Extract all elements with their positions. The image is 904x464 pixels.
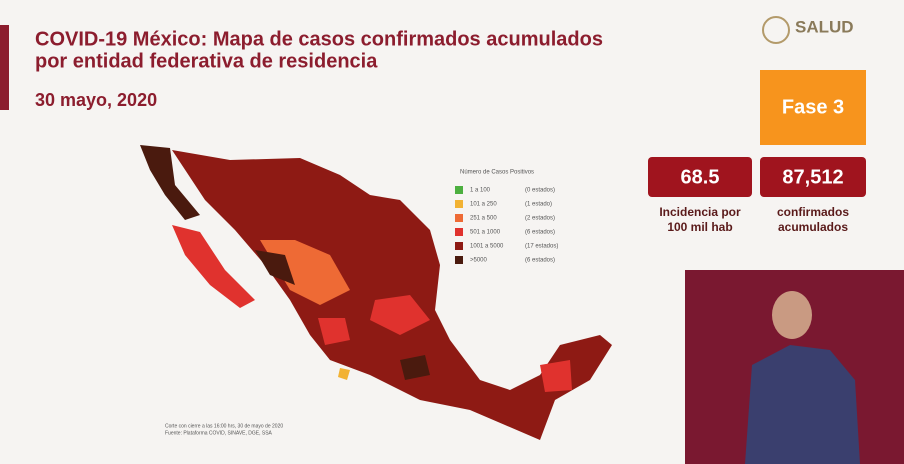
logo-emblem — [762, 16, 790, 44]
legend-states: (1 estado) — [525, 202, 552, 208]
accent-bar — [0, 25, 9, 110]
legend-states: (6 estados) — [525, 258, 555, 264]
legend-states: (0 estados) — [525, 188, 555, 194]
country — [172, 150, 612, 440]
stat-label: acumulados — [778, 220, 848, 234]
legend-range: 1 a 100 — [470, 188, 491, 194]
legend-states: (2 estados) — [525, 216, 555, 222]
source: Corte con cierre a las 16:00 hrs, 30 de … — [165, 423, 283, 429]
legend-range: >5000 — [470, 258, 488, 264]
stat-label: Incidencia por — [659, 205, 741, 219]
legend-range: 251 a 500 — [470, 216, 497, 222]
legend: 1 a 100 (0 estados) 101 a 250 (1 estado) 251… — [455, 186, 558, 264]
map — [140, 145, 612, 440]
date: 30 mayo, 2020 — [35, 90, 157, 110]
region — [540, 360, 572, 392]
region — [400, 355, 430, 380]
region — [255, 250, 295, 285]
legend-range: 1001 a 5000 — [470, 244, 504, 250]
legend-swatch — [455, 214, 463, 222]
stat-label: 100 mil hab — [667, 220, 732, 234]
region — [318, 318, 350, 345]
interpreter-body — [745, 345, 860, 464]
legend-range: 101 a 250 — [470, 202, 497, 208]
legend-swatch — [455, 242, 463, 250]
title: por entidad federativa de residencia — [35, 50, 378, 72]
legend-swatch — [455, 200, 463, 208]
stat-value: 68.5 — [681, 166, 720, 188]
legend-states: (6 estados) — [525, 230, 555, 236]
phase-box — [760, 70, 866, 145]
region — [370, 295, 430, 335]
legend-states: (17 estados) — [525, 244, 558, 250]
legend-swatch — [455, 256, 463, 264]
legend-title: Número de Casos Positivos — [460, 170, 534, 176]
region — [172, 225, 255, 308]
legend-swatch — [455, 228, 463, 236]
source: Fuente: Plataforma COVID, SINAVE, DGE, S… — [165, 430, 273, 436]
stat-box — [648, 157, 752, 197]
stat-box — [760, 157, 866, 197]
title: COVID-19 México: Mapa de casos confirmad… — [35, 28, 603, 50]
legend-swatch — [455, 186, 463, 194]
interpreter-head — [772, 291, 812, 339]
region — [140, 145, 200, 220]
region — [338, 368, 350, 380]
stat-value: 87,512 — [782, 166, 843, 188]
phase: Fase 3 — [782, 96, 844, 118]
legend-range: 501 a 1000 — [470, 230, 501, 236]
stat-label: confirmados — [777, 205, 849, 219]
logo: SALUD — [795, 17, 854, 36]
